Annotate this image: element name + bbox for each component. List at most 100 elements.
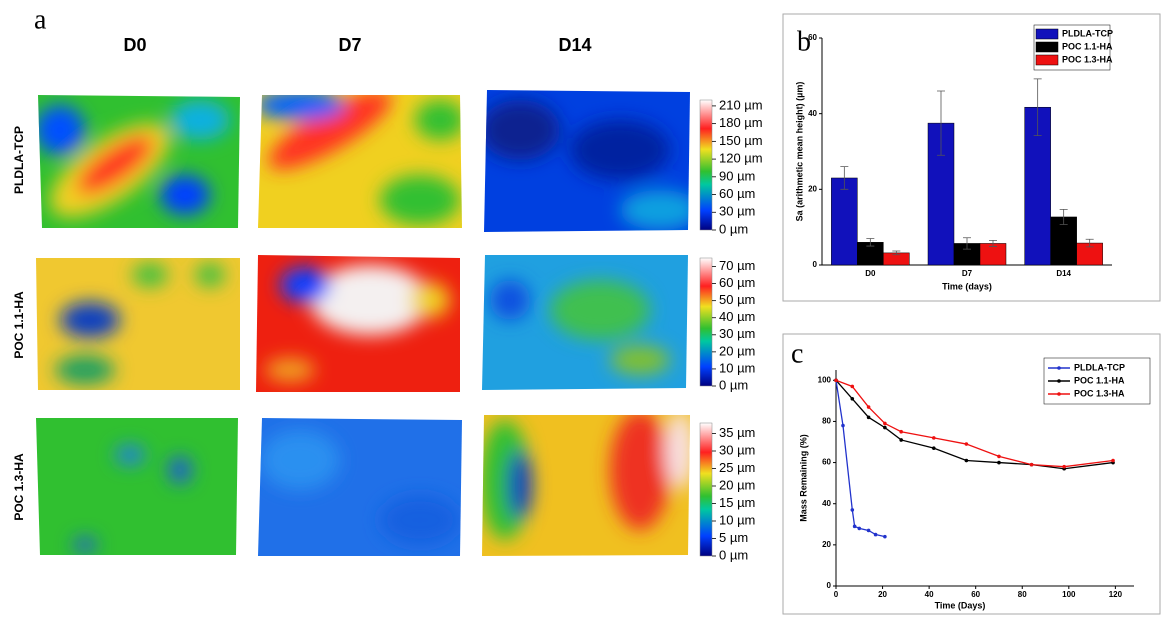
line <box>835 380 886 538</box>
error-bar <box>840 166 849 190</box>
panel-label: b <box>797 26 811 57</box>
legend-swatch <box>1035 41 1059 53</box>
colorbar-tick-label: 10 µm <box>719 360 755 375</box>
colorbar-tick-label: 90 µm <box>719 168 755 183</box>
error-bar <box>892 250 901 256</box>
colorbar-tick-label: 50 µm <box>719 292 755 307</box>
error-bar <box>937 90 945 156</box>
panel-frame <box>782 13 1161 302</box>
legend-marker <box>1057 379 1061 383</box>
legend-label: POC 1.3-HA <box>1062 54 1113 64</box>
colorbar-tick-label: 210 µm <box>719 97 763 112</box>
colorbar-tick-label: 0 µm <box>719 221 748 236</box>
marker <box>883 425 887 430</box>
row-label: POC 1.1-HA <box>12 291 26 359</box>
y-tick-label: 0 <box>813 260 818 269</box>
colorbar-tick-label: 30 µm <box>719 326 755 341</box>
error-bar <box>963 237 971 250</box>
x-tick-label: 20 <box>878 590 887 599</box>
marker <box>850 508 855 512</box>
x-tick-label: 100 <box>1062 590 1076 599</box>
row-label: PLDLA-TCP <box>12 126 26 194</box>
y-axis-label: Mass Remaining (%) <box>798 434 808 522</box>
colorbar-tick-label: 30 µm <box>719 204 755 219</box>
colorbar-tick-label: 0 µm <box>719 377 748 392</box>
y-tick-label: 60 <box>808 33 817 42</box>
colorbar-tick-label: 150 µm <box>719 133 763 148</box>
colorbar-tick-label: 35 µm <box>719 425 755 440</box>
colorbar-tick-label: 5 µm <box>719 530 748 545</box>
x-tick-label: 80 <box>1018 590 1027 599</box>
colorbar-tick-label: 20 µm <box>719 343 755 358</box>
row-label: POC 1.3-HA <box>12 453 26 521</box>
legend-label: POC 1.3-HA <box>1074 388 1125 398</box>
x-axis-label: Time (days) <box>942 281 992 291</box>
colorbar-tick-label: 60 µm <box>719 186 755 201</box>
x-tick-label: 120 <box>1109 590 1123 599</box>
y-tick-label: 100 <box>818 375 832 384</box>
y-tick-label: 20 <box>822 540 831 549</box>
error-bar <box>1033 78 1042 137</box>
colorbar-tick-label: 20 µm <box>719 477 755 492</box>
marker <box>931 446 936 450</box>
legend-marker <box>1057 392 1061 396</box>
x-tick-label: D14 <box>1056 269 1071 278</box>
colorbar-tick-label: 70 µm <box>719 258 755 273</box>
colorbar <box>699 99 713 231</box>
marker <box>852 524 857 529</box>
error-bar <box>866 238 875 247</box>
marker <box>866 528 871 533</box>
error-bar <box>1085 238 1094 248</box>
marker <box>883 421 887 426</box>
legend-marker <box>1057 366 1061 370</box>
marker <box>866 415 871 420</box>
colorbar-tick-label: 180 µm <box>719 115 763 130</box>
x-tick-label: 40 <box>925 590 934 599</box>
column-label: D14 <box>558 35 591 55</box>
marker <box>964 442 969 446</box>
colorbar-tick-label: 25 µm <box>719 460 755 475</box>
marker <box>850 384 855 389</box>
marker <box>866 405 871 409</box>
legend-label: PLDLA-TCP <box>1074 362 1125 372</box>
legend-swatch <box>1035 28 1059 40</box>
marker <box>899 438 903 442</box>
panel-frame <box>782 333 1161 615</box>
colorbar-tick-label: 0 µm <box>719 547 748 562</box>
marker <box>883 534 887 539</box>
panel-label: a <box>34 4 47 35</box>
colorbar-tick-label: 120 µm <box>719 151 763 166</box>
y-axis-label: Sa (arithmetic mean height) (µm) <box>794 82 804 222</box>
legend-label: POC 1.1-HA <box>1062 41 1113 51</box>
colorbar <box>699 257 713 387</box>
marker <box>857 526 862 531</box>
error-bar <box>1059 208 1068 225</box>
marker <box>899 429 903 434</box>
colorbar-tick-label: 30 µm <box>719 442 755 457</box>
colorbar-tick-label: 60 µm <box>719 275 755 290</box>
y-tick-label: 0 <box>827 581 832 590</box>
colorbar-tick-label: 40 µm <box>719 309 755 324</box>
marker <box>1062 464 1066 469</box>
x-tick-label: 0 <box>834 590 839 599</box>
y-tick-label: 40 <box>822 499 831 508</box>
marker <box>964 458 969 463</box>
colorbar-tick-label: 15 µm <box>719 495 755 510</box>
column-label: D0 <box>123 35 146 55</box>
colorbar <box>699 422 713 557</box>
legend-label: POC 1.1-HA <box>1074 375 1125 385</box>
marker <box>841 423 845 428</box>
bar <box>831 177 858 266</box>
x-tick-label: 60 <box>971 590 980 599</box>
bar <box>1050 216 1077 266</box>
marker <box>1029 462 1034 467</box>
colorbar-tick-label: 10 µm <box>719 512 755 527</box>
y-tick-label: 80 <box>822 417 831 426</box>
marker <box>850 397 855 401</box>
marker <box>1111 458 1115 463</box>
x-tick-label: D7 <box>962 269 973 278</box>
marker <box>931 436 936 440</box>
y-tick-label: 40 <box>808 109 817 118</box>
column-label: D7 <box>338 35 361 55</box>
